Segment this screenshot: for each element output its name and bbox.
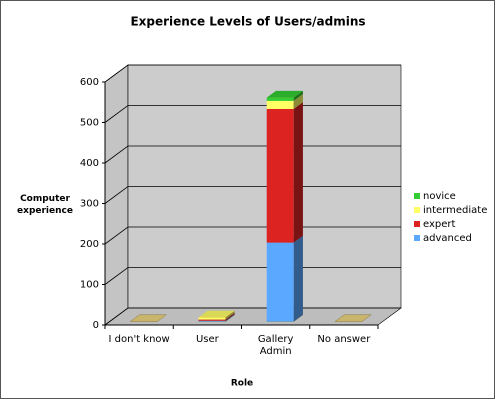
y-tick-label: 500 [80, 118, 99, 129]
bar-top [198, 310, 235, 318]
bar-front [266, 242, 294, 322]
legend-swatch [414, 221, 420, 227]
bar-segment [198, 310, 235, 320]
legend-label: novice [423, 191, 456, 202]
grid-line [104, 226, 401, 245]
bar-base [129, 314, 168, 322]
bar-side [225, 313, 235, 322]
y-tick-label: 600 [80, 77, 99, 88]
bar-segment [266, 235, 303, 322]
x-tick-label: I don't know [109, 334, 170, 345]
bar-side [225, 312, 235, 321]
x-tick-label: No answer [317, 334, 371, 345]
bar-side [293, 90, 303, 101]
legend-swatch [414, 193, 420, 199]
bar-base [334, 314, 372, 322]
bar-segment [266, 102, 303, 243]
grid-line [104, 145, 401, 164]
bar-side [293, 102, 303, 243]
bar-front [198, 319, 226, 321]
y-tick-label: 300 [80, 199, 99, 210]
y-tick-label: 200 [80, 239, 99, 250]
bar-side [225, 310, 235, 320]
y-tick-label: 400 [80, 158, 99, 169]
x-axis-label: Role [231, 379, 253, 389]
text-line: Computer [20, 194, 70, 204]
bar-front [266, 108, 294, 243]
legend-swatch [414, 207, 420, 213]
y-axis-label: Computer experience [17, 194, 73, 216]
text-line: experience [17, 206, 73, 216]
bar-top [266, 90, 303, 98]
grid-line [104, 64, 401, 83]
bar-side [293, 94, 303, 109]
bar-front [198, 317, 226, 320]
legend-label: intermediate [423, 205, 487, 216]
x-tick-label: User [196, 334, 220, 345]
bar-front [266, 97, 294, 101]
grid-line [104, 267, 401, 285]
grid-line [104, 105, 401, 123]
legend-label: advanced [423, 233, 472, 244]
chart-title: Experience Levels of Users/admins [130, 15, 365, 29]
bar-segment [266, 90, 303, 101]
bar-front [266, 100, 294, 109]
bar-front [198, 320, 226, 322]
bar-side [293, 235, 303, 322]
legend-swatch [414, 235, 420, 241]
text-line: Gallery [258, 334, 294, 345]
grid-line [104, 307, 401, 326]
y-tick-label: 100 [80, 280, 99, 291]
legend-label: expert [423, 219, 456, 230]
y-tick-label: 0 [93, 320, 99, 331]
text-line: Admin [260, 346, 292, 357]
x-tick-label: Gallery Admin [258, 334, 294, 357]
grid-line [104, 186, 401, 204]
